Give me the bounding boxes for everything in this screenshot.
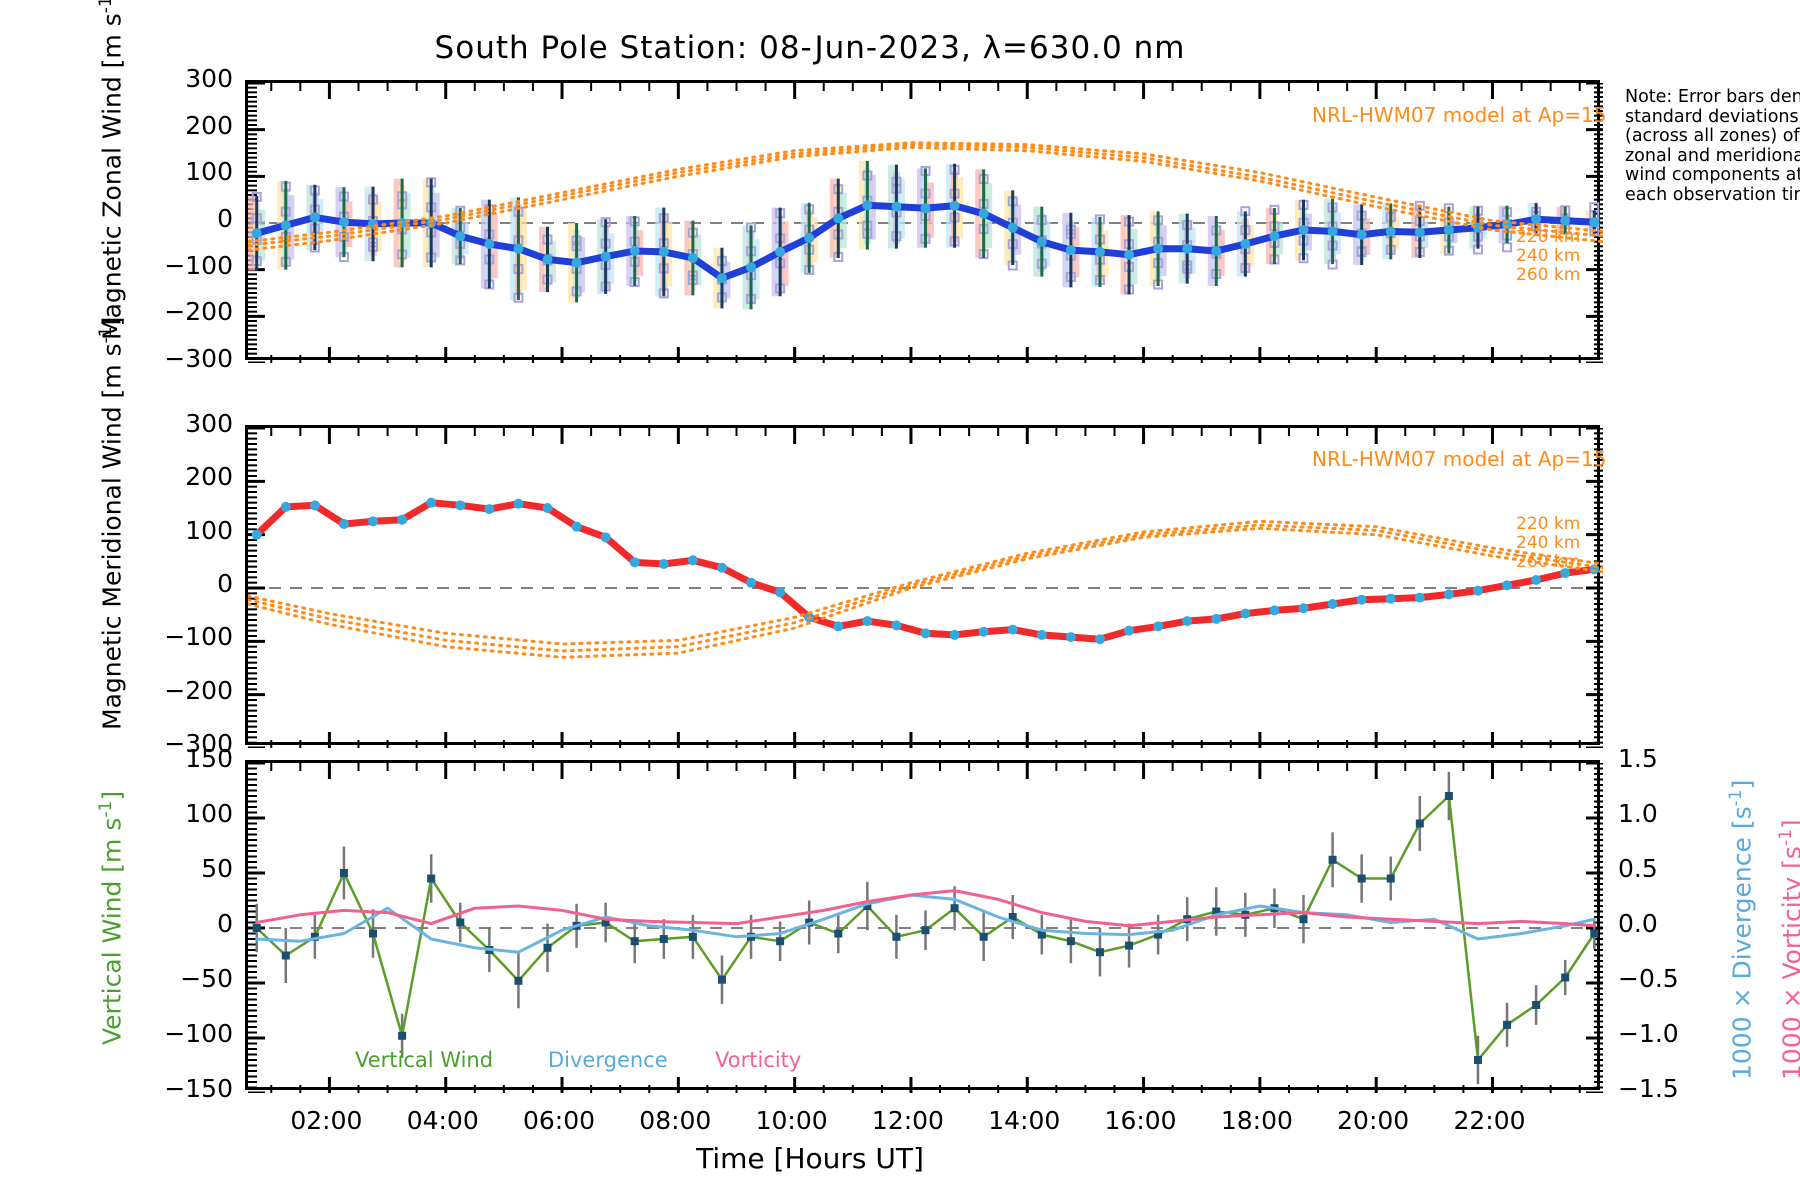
p1-series-nrl-hwm07-220-km (248, 141, 1603, 244)
x-tick-4: 10:00 (755, 1106, 828, 1135)
p1-canvas (248, 83, 1603, 363)
error-bar-note: Note: Error bars denote standard deviati… (1625, 87, 1800, 205)
panel1-altitude-labels: 220 km 240 km 260 km (1516, 228, 1580, 285)
p1-ytick-0: 300 (185, 64, 233, 93)
legend-vertical-wind: Vertical Wind (355, 1048, 494, 1072)
p1-ytick-1: 200 (185, 110, 233, 140)
x-tick-7: 16:00 (1104, 1106, 1177, 1135)
p3-series-vorticity (255, 889, 1596, 928)
p2-ytick-5: −200 (164, 675, 233, 705)
p1-series-nrl-hwm07-240-km (248, 143, 1603, 247)
p1-ytick-3: 0 (217, 204, 233, 233)
p2-series-nrl-hwm07-240-km (248, 523, 1603, 653)
p3-ytickR-4: −0.5 (1618, 964, 1679, 993)
panel1-alt-240: 240 km (1516, 246, 1581, 266)
p1-ytick-4: −100 (164, 250, 233, 280)
p2-ytick-0: 300 (185, 409, 233, 438)
p1-error-bars (248, 160, 1603, 310)
x-tick-5: 12:00 (871, 1106, 944, 1135)
p2-series-nrl-hwm07-260-km (248, 526, 1603, 659)
p3-ytick-3: 0 (217, 909, 233, 938)
panel-zonal-wind (245, 80, 1603, 363)
p3-ytick-6: −150 (164, 1074, 233, 1103)
p1-series-nrl-hwm07-260-km (248, 145, 1603, 252)
p3-ytick-2: 50 (201, 854, 233, 883)
p2-ytick-4: −100 (164, 622, 233, 652)
panel2-alt-220: 220 km (1516, 514, 1581, 534)
p1-ytick-2: 100 (185, 157, 233, 187)
x-tick-8: 18:00 (1220, 1106, 1293, 1135)
x-tick-3: 08:00 (639, 1106, 712, 1135)
p1-ytick-6: −300 (164, 344, 233, 373)
panel2-alt-260: 260 km (1516, 552, 1581, 572)
legend-divergence: Divergence (548, 1048, 668, 1072)
p2-ytick-1: 200 (185, 462, 233, 492)
legend-vorticity: Vorticity (715, 1048, 802, 1072)
panel3-ylabel-vorticity: 1000 × Vorticity [s-1] (1776, 819, 1800, 1080)
p3-ytickR-6: −1.5 (1618, 1074, 1679, 1103)
p2-series-magnetic-meridional-wind (253, 499, 1598, 643)
p3-ytick-0: 150 (185, 744, 233, 773)
p2-ytick-6: −300 (164, 729, 233, 758)
panel-vertical-divergence-vorticity (245, 760, 1603, 1093)
x-tick-1: 04:00 (406, 1106, 479, 1135)
panel2-altitude-labels: 220 km 240 km 260 km (1516, 515, 1580, 572)
x-axis-label: Time [Hours UT] (696, 1142, 924, 1175)
x-tick-10: 22:00 (1453, 1106, 1526, 1135)
p3-series-divergence (255, 893, 1596, 954)
panel2-model-label: NRL-HWM07 model at Ap=15 (1312, 447, 1607, 471)
p3-canvas (248, 763, 1603, 1093)
p3-ytick-1: 100 (185, 799, 233, 828)
p3-ytickR-2: 0.5 (1618, 854, 1658, 883)
x-tick-2: 06:00 (523, 1106, 596, 1135)
p3-ytickR-5: −1.0 (1618, 1019, 1679, 1048)
x-tick-6: 14:00 (988, 1106, 1061, 1135)
p2-canvas (248, 428, 1603, 748)
figure-title: South Pole Station: 08-Jun-2023, λ=630.0… (434, 30, 1186, 66)
p2-ytick-3: 0 (217, 569, 233, 598)
p3-ytickR-0: 1.5 (1618, 744, 1658, 773)
panel1-model-label: NRL-HWM07 model at Ap=15 (1312, 103, 1607, 127)
p3-ytick-5: −100 (164, 1019, 233, 1048)
p3-ytickR-3: 0.0 (1618, 909, 1658, 938)
p3-ytickR-1: 1.0 (1618, 799, 1658, 828)
panel1-alt-260: 260 km (1516, 265, 1581, 285)
panel-meridional-wind (245, 425, 1603, 748)
panel3-ylabel-divergence: 1000 × Divergence [s-1] (1726, 779, 1757, 1080)
p1-ytick-5: −200 (164, 297, 233, 327)
panel2-alt-240: 240 km (1516, 533, 1581, 553)
panel1-alt-220: 220 km (1516, 227, 1581, 247)
p3-ytick-4: −50 (180, 964, 233, 993)
p2-ytick-2: 100 (185, 515, 233, 545)
x-tick-0: 02:00 (290, 1106, 363, 1135)
p2-series-nrl-hwm07-220-km (248, 519, 1603, 646)
x-tick-9: 20:00 (1337, 1106, 1410, 1135)
